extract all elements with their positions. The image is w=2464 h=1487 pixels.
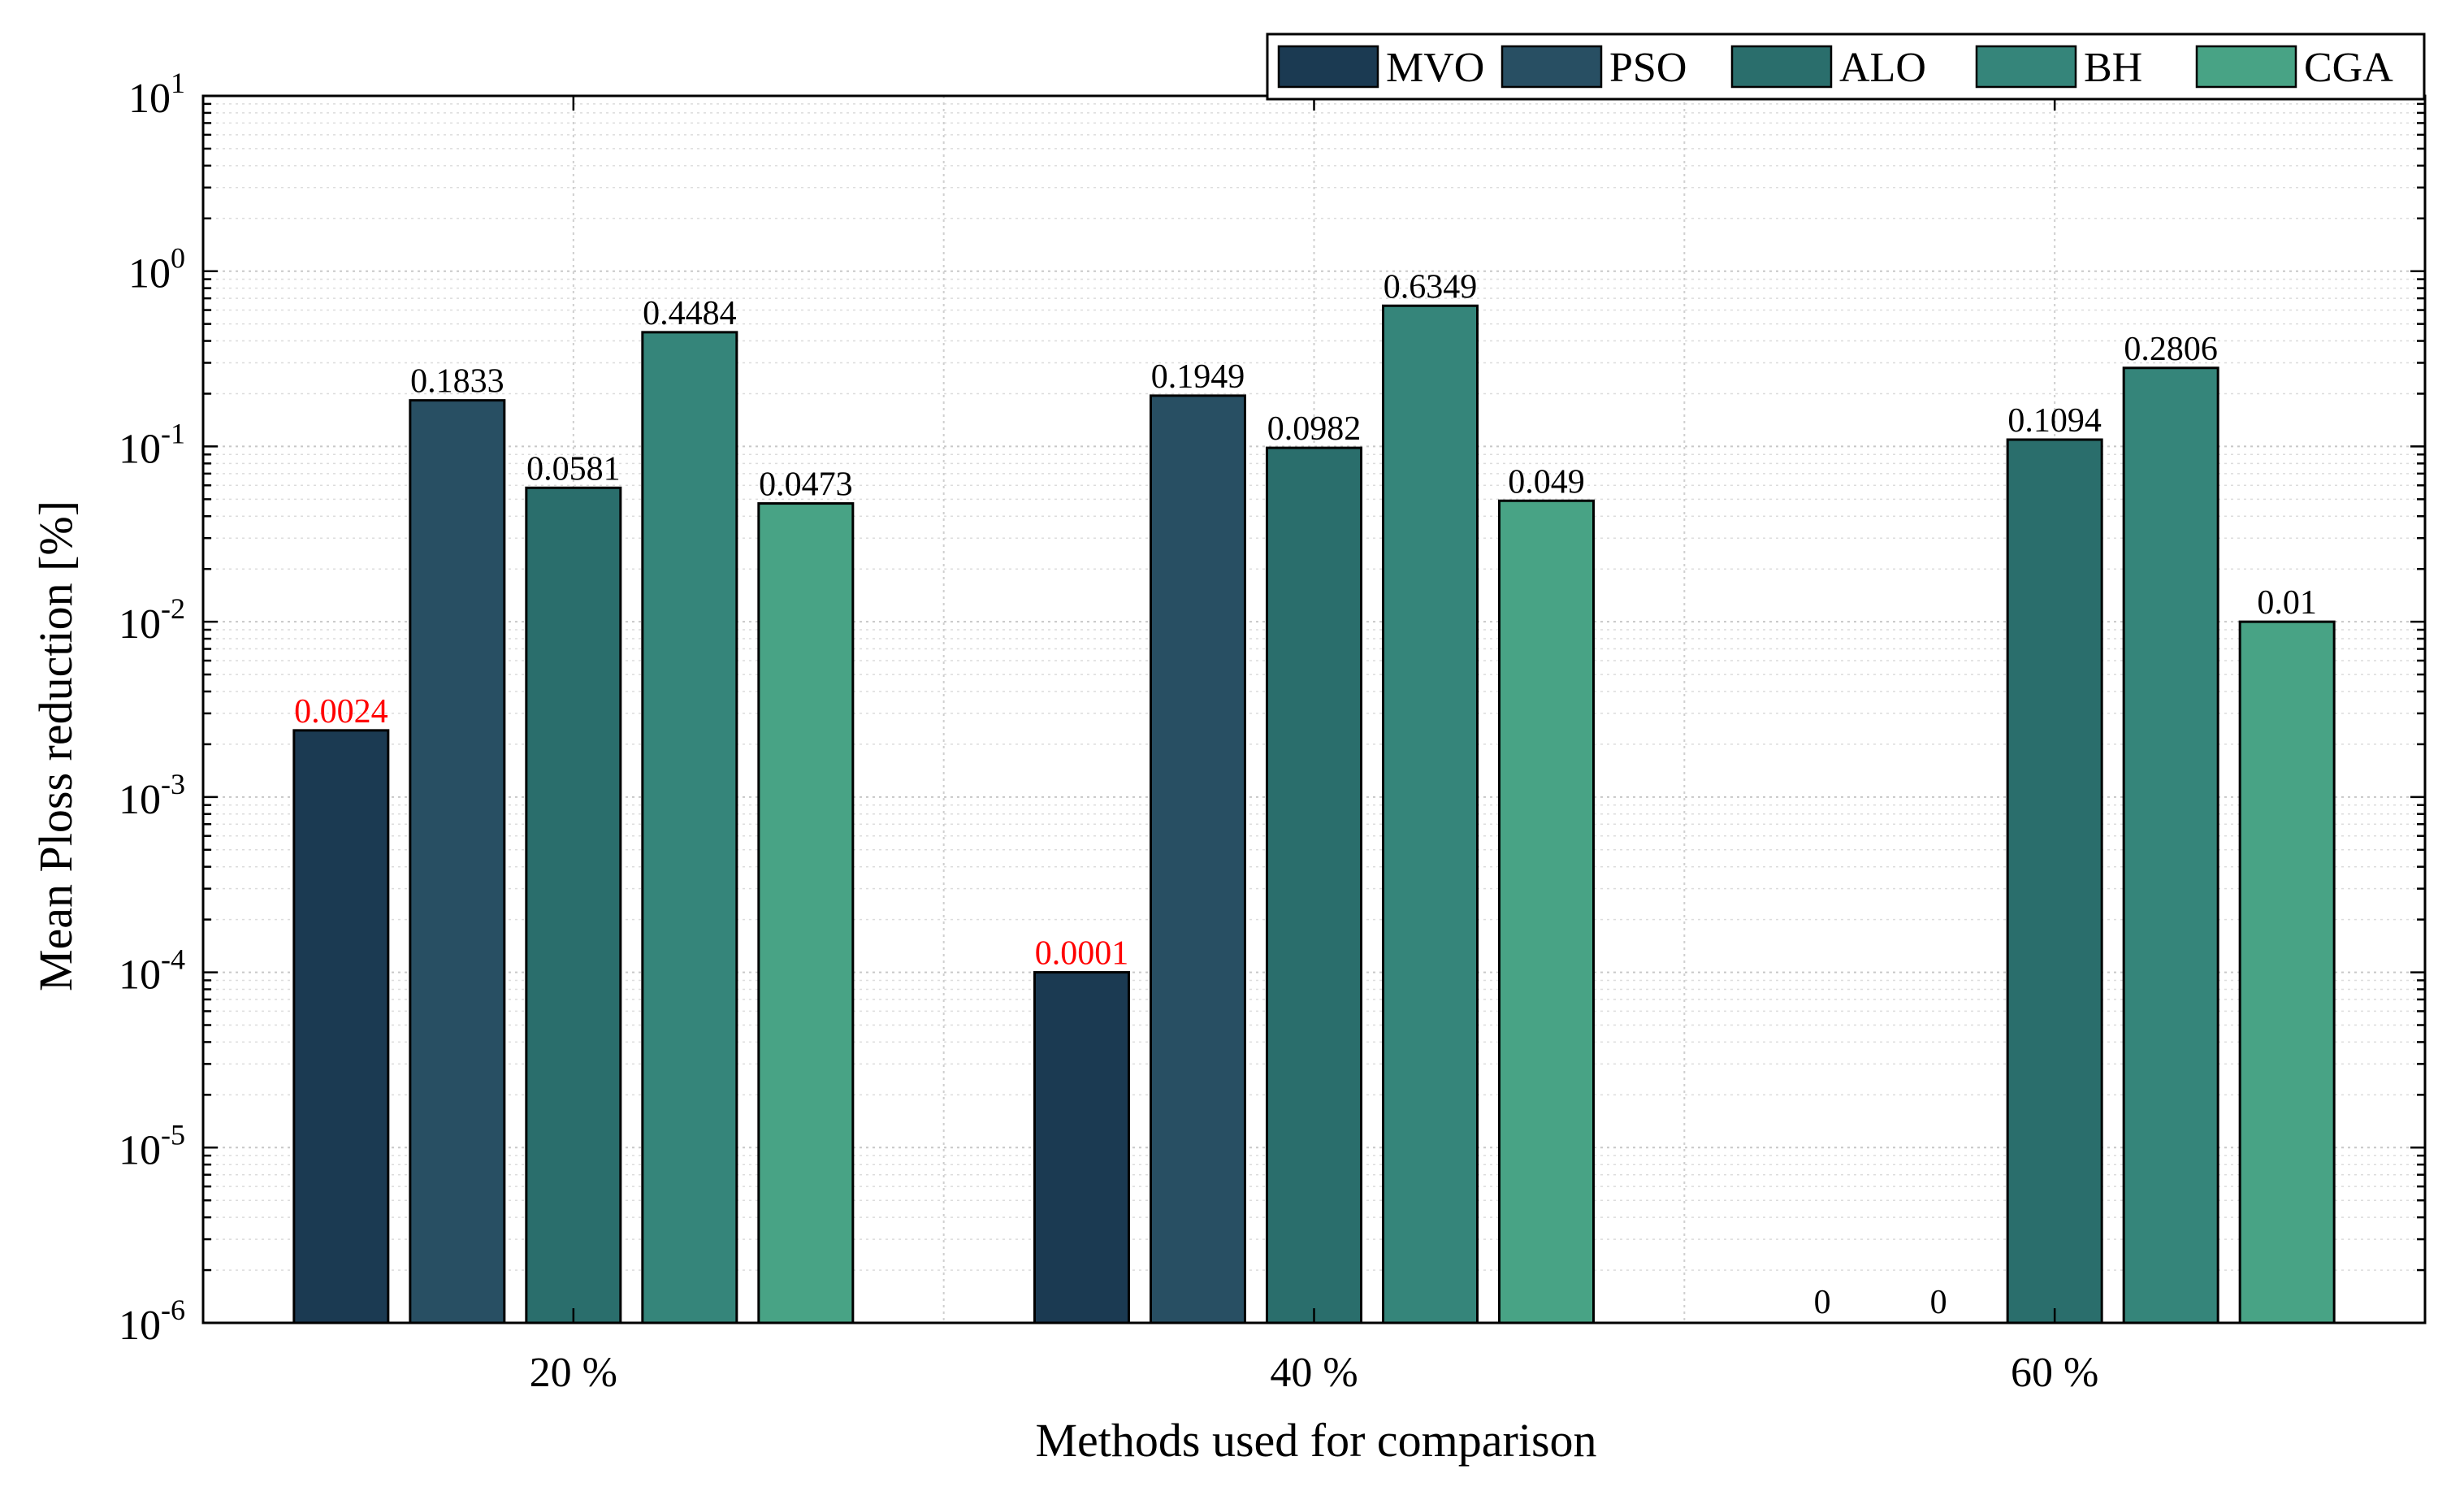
bars [292, 304, 2336, 1324]
bar-bh[interactable] [641, 331, 738, 1324]
y-tick-label: 10-3 [119, 768, 185, 823]
legend-swatch-cga [2195, 45, 2297, 89]
legend-swatch-mvo [1277, 45, 1379, 89]
bar-mvo[interactable] [1033, 971, 1130, 1324]
data-labels: 0.0024 0.0001 0 0.1833 0.1949 0 0.0581 0.0982 0.… [294, 268, 2317, 1321]
y-tick-label: 101 [128, 67, 185, 122]
legend-label-pso: PSO [1609, 45, 1687, 91]
bar-alo[interactable] [1266, 446, 1362, 1324]
x-axis-title: Methods used for comparison [1035, 1414, 1596, 1467]
data-label: 0.1949 [1151, 358, 1245, 396]
legend-label-alo: ALO [1839, 45, 1926, 91]
legend[interactable]: MVO PSO ALO BH CGA [1266, 33, 2426, 101]
bar-cga[interactable] [757, 502, 855, 1324]
y-tick-label: 10-6 [119, 1294, 185, 1349]
legend-label-bh: BH [2084, 45, 2142, 91]
axis-ticks: 101 100 10-1 10-2 10-3 10-4 10-5 10-6 20 % 40 % 60… [119, 67, 2425, 1396]
legend-box [1266, 33, 2426, 101]
data-label: 0.1833 [410, 363, 504, 401]
bar-bh[interactable] [2122, 366, 2219, 1324]
x-tick-label: 60 % [2011, 1350, 2098, 1396]
data-label: 0.0581 [526, 450, 621, 488]
data-label: 0.01 [2257, 584, 2317, 622]
bar-cga[interactable] [2238, 620, 2336, 1324]
bar-alo[interactable] [2006, 438, 2103, 1324]
bar-cga[interactable] [1498, 499, 1595, 1324]
data-label: 0.049 [1508, 463, 1585, 501]
data-label: 0.1094 [2007, 402, 2102, 440]
y-tick-label: 100 [128, 242, 185, 297]
x-tick-label: 40 % [1270, 1350, 1358, 1396]
data-label: 0.6349 [1384, 268, 1478, 306]
data-label: 0.0024 [294, 693, 388, 730]
bar-pso[interactable] [1150, 394, 1246, 1324]
data-label: 0.0982 [1267, 410, 1362, 448]
legend-label-mvo: MVO [1386, 45, 1484, 91]
legend-label-cga: CGA [2304, 45, 2393, 91]
y-tick-label: 10-5 [119, 1118, 185, 1173]
data-label: 0 [1930, 1284, 1947, 1321]
bar-pso[interactable] [409, 399, 506, 1324]
data-label: 0 [1814, 1284, 1831, 1321]
y-tick-label: 10-4 [119, 943, 185, 999]
legend-swatch-bh [1975, 45, 2077, 89]
data-label: 0.2806 [2124, 331, 2218, 368]
legend-swatch-alo [1730, 45, 1833, 89]
bar-alo[interactable] [525, 486, 622, 1324]
bar-bh[interactable] [1382, 304, 1479, 1324]
legend-swatch-pso [1500, 45, 1603, 89]
data-label: 0.0001 [1035, 935, 1129, 973]
data-label: 0.0473 [759, 466, 853, 504]
y-axis-title: Mean Ploss reduction [%] [29, 501, 82, 991]
y-tick-label: 10-2 [119, 592, 185, 648]
x-tick-label: 20 % [530, 1350, 617, 1396]
data-label: 0.4484 [643, 295, 737, 332]
y-tick-label: 10-1 [119, 417, 185, 472]
bar-mvo[interactable] [292, 729, 390, 1324]
